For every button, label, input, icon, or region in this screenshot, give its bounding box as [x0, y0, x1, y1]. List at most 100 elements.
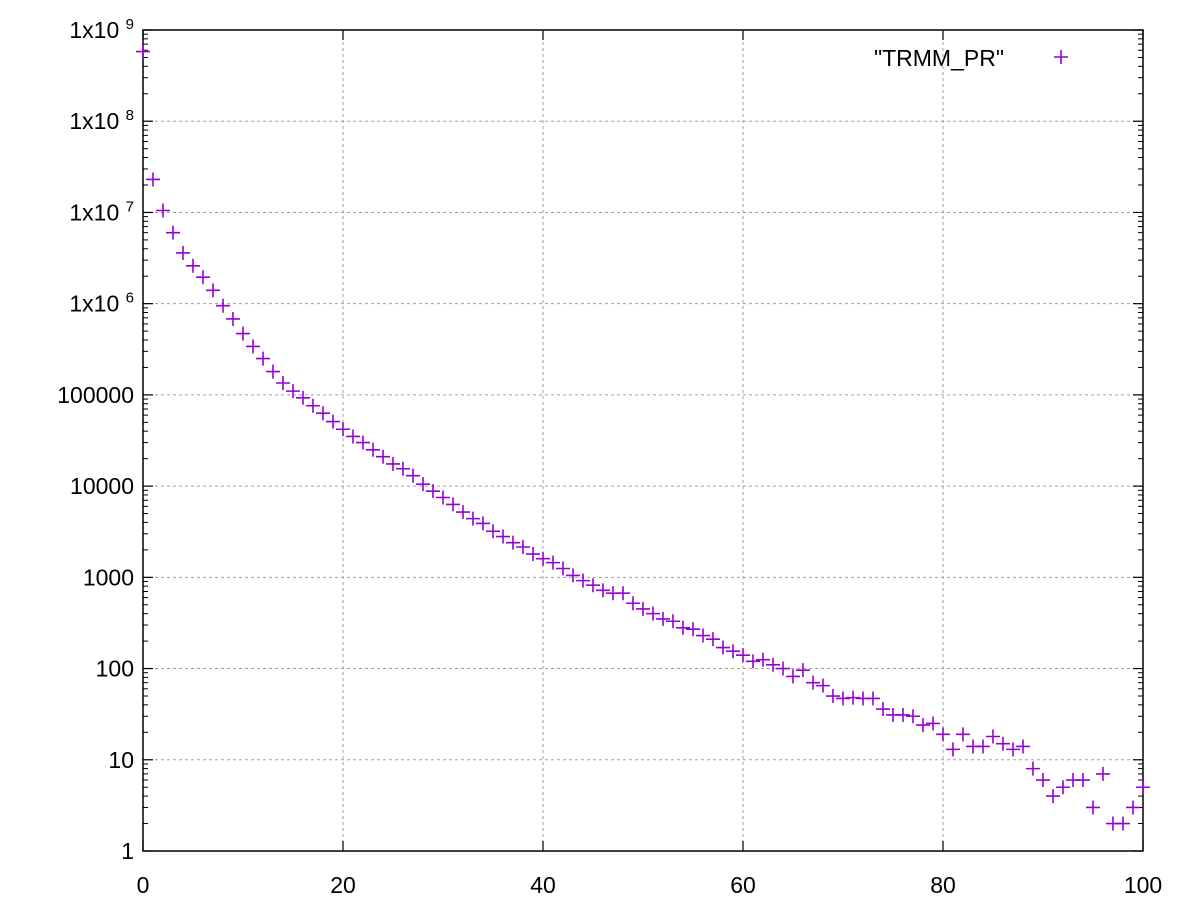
legend-marker-plus-icon: [1054, 50, 1068, 64]
y-tick-label: 10: [108, 747, 134, 773]
series-trmm-pr-points: [136, 44, 1150, 831]
data-point: [456, 505, 470, 520]
data-point: [316, 406, 330, 421]
data-point: [1026, 761, 1040, 776]
data-point: [426, 484, 440, 499]
data-point: [1046, 789, 1060, 804]
data-point: [216, 298, 230, 313]
data-point: [296, 390, 310, 405]
x-tick-label: 60: [730, 872, 756, 898]
data-point: [1076, 773, 1090, 788]
plot-frame: [142, 29, 1144, 852]
data-point: [586, 578, 600, 593]
data-point: [406, 468, 420, 483]
y-tick-label: 1x10 9: [69, 16, 134, 43]
data-point: [476, 516, 490, 531]
data-point: [246, 339, 260, 354]
data-point: [336, 422, 350, 437]
tick-marks: [142, 29, 1144, 852]
data-point: [1056, 780, 1070, 795]
y-tick-label: 1: [121, 838, 134, 864]
data-point: [926, 716, 940, 731]
x-tick-label: 100: [1124, 872, 1162, 898]
legend: "TRMM_PR": [874, 45, 1068, 71]
data-point: [306, 398, 320, 413]
data-point: [986, 729, 1000, 744]
grid-lines: [143, 30, 1143, 851]
data-point: [936, 727, 950, 742]
data-point: [376, 449, 390, 464]
data-point: [546, 555, 560, 570]
data-point: [776, 661, 790, 676]
data-point: [756, 652, 770, 667]
y-tick-label: 100: [96, 656, 134, 682]
data-point: [356, 435, 370, 450]
data-point: [696, 628, 710, 643]
x-tick-label: 80: [930, 872, 956, 898]
data-point: [716, 640, 730, 655]
data-point: [866, 691, 880, 706]
data-point: [786, 669, 800, 684]
data-point: [526, 547, 540, 562]
data-point: [946, 742, 960, 757]
data-point: [876, 702, 890, 717]
data-point: [706, 632, 720, 647]
data-point: [516, 540, 530, 555]
data-point: [576, 573, 590, 588]
data-point: [836, 691, 850, 706]
data-point: [766, 657, 780, 672]
y-tick-label: 1x10 7: [69, 198, 134, 225]
data-point: [166, 225, 180, 240]
data-point: [1086, 800, 1100, 815]
data-point: [1036, 773, 1050, 788]
data-point: [746, 654, 760, 669]
data-point: [976, 739, 990, 754]
data-point: [446, 497, 460, 512]
data-point: [566, 568, 580, 583]
data-point: [206, 283, 220, 298]
data-point: [156, 203, 170, 218]
x-axis-tick-labels: 0 20 40 60 80 100: [137, 872, 1163, 898]
data-point: [1006, 742, 1020, 757]
data-point: [826, 689, 840, 704]
data-point: [286, 384, 300, 399]
data-point: [496, 529, 510, 544]
data-point: [236, 326, 250, 341]
data-point: [1016, 739, 1030, 754]
data-point: [146, 172, 160, 187]
data-point: [956, 727, 970, 742]
y-tick-label: 1000: [83, 564, 134, 590]
data-point: [176, 245, 190, 260]
data-point: [636, 601, 650, 616]
data-point: [846, 690, 860, 705]
data-point: [796, 663, 810, 678]
data-point: [326, 414, 340, 429]
data-point: [466, 511, 480, 526]
legend-label: "TRMM_PR": [874, 45, 1004, 71]
data-point: [1136, 780, 1150, 795]
data-point: [596, 583, 610, 598]
data-point: [646, 606, 660, 621]
data-point: [806, 675, 820, 690]
data-point: [686, 622, 700, 637]
data-point: [626, 596, 640, 611]
y-tick-label: 10000: [70, 473, 134, 499]
data-point: [366, 442, 380, 457]
data-point: [196, 270, 210, 285]
data-point: [896, 707, 910, 722]
x-tick-label: 0: [137, 872, 150, 898]
data-point: [266, 364, 280, 379]
data-point: [676, 620, 690, 635]
data-point: [276, 376, 290, 390]
data-point: [666, 614, 680, 629]
data-point: [906, 709, 920, 724]
data-point: [1096, 766, 1110, 781]
x-tick-label: 40: [530, 872, 556, 898]
data-point: [386, 456, 400, 471]
data-point: [616, 586, 630, 601]
data-point: [996, 736, 1010, 751]
data-point: [346, 429, 360, 444]
data-point: [396, 461, 410, 476]
data-point: [556, 561, 570, 576]
